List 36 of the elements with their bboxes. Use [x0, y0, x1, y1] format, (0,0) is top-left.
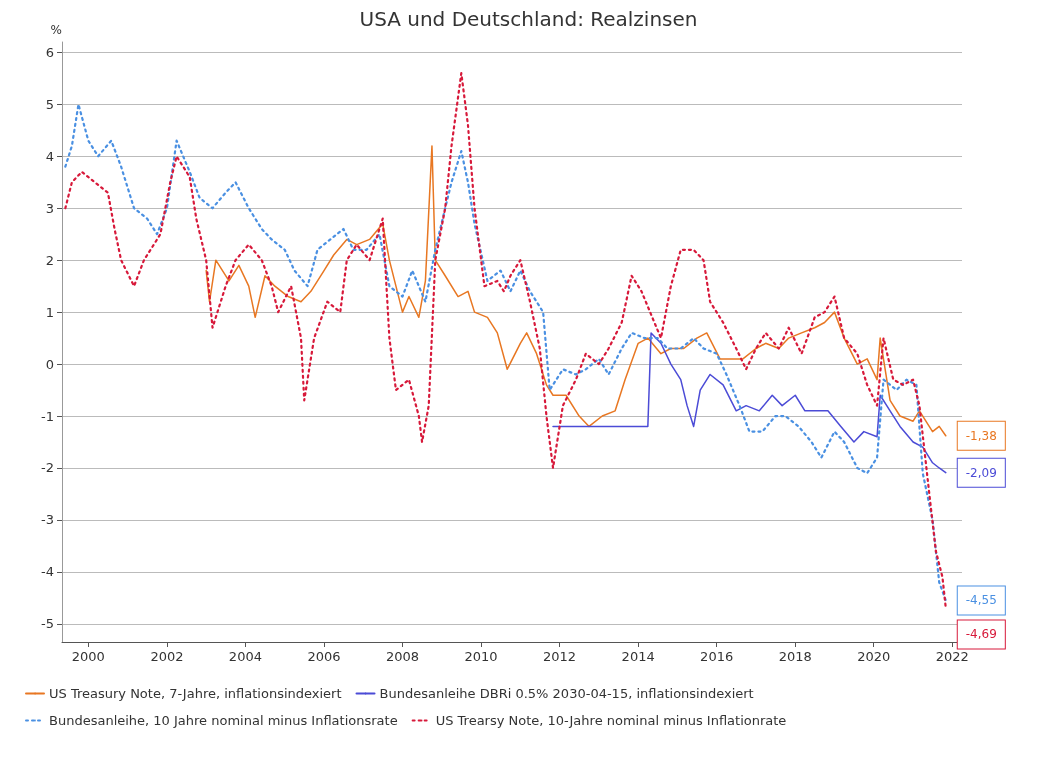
x-tick-label: 2004 [228, 649, 262, 664]
legend-label: Bundesanleihe, 10 Jahre nominal minus Inflationsrate [49, 713, 398, 728]
x-tick-label: 2020 [857, 649, 891, 664]
data-label: -2,09 [965, 465, 997, 480]
x-tick-label: 2012 [543, 649, 577, 664]
y-tick-label: 0 [45, 356, 54, 372]
x-tick-label: 2008 [385, 649, 420, 664]
x-tick-label: 2002 [150, 649, 184, 664]
y-tick-label: -4 [41, 564, 54, 580]
legend-label: US Trearsy Note, 10-Jahre nominal minus Inflationrate [435, 713, 787, 728]
y-tick-label: -2 [41, 460, 54, 476]
y-tick-label: 5 [45, 96, 54, 112]
y-tick-label: 6 [45, 44, 54, 60]
x-tick-label: 2006 [307, 649, 341, 664]
x-tick-label: 2010 [464, 649, 498, 664]
data-label: -4,55 [965, 593, 997, 608]
x-tick-label: 2014 [621, 649, 655, 664]
y-axis-title: % [50, 23, 62, 37]
x-tick-label: 2018 [778, 649, 812, 664]
legend-label: Bundesanleihe DBRi 0.5% 2030-04-15, inflationsindexiert [379, 686, 754, 701]
y-tick-label: 2 [45, 252, 54, 268]
y-tick-label: -1 [41, 408, 54, 424]
x-tick-label: 2016 [700, 649, 734, 664]
x-tick-label: 2000 [71, 649, 105, 664]
chart-title: USA und Deutschland: Realzinsen [359, 7, 698, 31]
data-label: -4,69 [965, 627, 997, 642]
y-tick-label: -3 [41, 512, 54, 528]
y-tick-label: 3 [45, 200, 54, 216]
line-series [552, 332, 947, 474]
y-tick-label: 1 [45, 304, 54, 320]
y-tick-label: -5 [41, 616, 54, 632]
y-tick-label: 4 [45, 148, 54, 164]
x-tick-label: 2022 [935, 649, 969, 664]
data-label: -1,38 [965, 428, 997, 443]
legend-label: US Treasury Note, 7-Jahre, inflationsindexiert [49, 686, 342, 701]
line-series [205, 145, 947, 437]
